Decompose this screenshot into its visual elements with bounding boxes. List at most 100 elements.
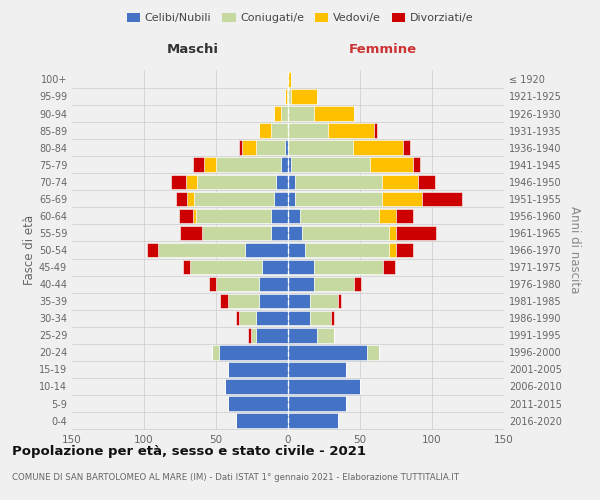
Bar (413, 158, 421, 172)
Bar (338, 294, 341, 308)
Bar (288, 226, 302, 240)
Bar (277, 174, 288, 189)
Bar (281, 106, 288, 121)
Bar (224, 379, 288, 394)
Bar (328, 124, 374, 138)
Bar (389, 226, 396, 240)
Bar (256, 140, 285, 155)
Bar (212, 345, 219, 360)
Bar (196, 208, 271, 223)
Bar (288, 379, 360, 394)
Bar (227, 396, 288, 411)
Bar (288, 362, 346, 376)
Bar (396, 226, 436, 240)
Bar (396, 242, 413, 258)
Bar (202, 226, 271, 240)
Bar (259, 294, 288, 308)
Text: Popolazione per età, sesso e stato civile - 2021: Popolazione per età, sesso e stato civil… (12, 445, 366, 458)
Bar (205, 158, 216, 172)
Bar (288, 414, 338, 428)
Bar (172, 174, 186, 189)
Bar (186, 174, 197, 189)
Bar (190, 260, 262, 274)
Bar (288, 208, 299, 223)
Bar (288, 294, 310, 308)
Bar (288, 140, 353, 155)
Bar (248, 328, 251, 342)
Bar (310, 294, 338, 308)
Bar (310, 311, 331, 326)
Bar (180, 226, 202, 240)
Bar (271, 226, 288, 240)
Bar (216, 277, 259, 291)
Bar (291, 89, 317, 104)
Bar (242, 140, 256, 155)
Bar (271, 208, 288, 223)
Bar (256, 328, 288, 342)
Bar (262, 260, 288, 274)
Bar (288, 174, 295, 189)
Bar (396, 208, 413, 223)
Bar (187, 192, 194, 206)
Legend: Celibi/Nubili, Coniugati/e, Vedovi/e, Divorziati/e: Celibi/Nubili, Coniugati/e, Vedovi/e, Di… (122, 8, 478, 28)
Bar (147, 242, 158, 258)
Bar (274, 192, 288, 206)
Bar (288, 158, 291, 172)
Bar (288, 124, 328, 138)
Bar (197, 174, 277, 189)
Bar (305, 242, 389, 258)
Bar (274, 106, 281, 121)
Bar (389, 242, 396, 258)
Bar (193, 158, 205, 172)
Bar (251, 328, 256, 342)
Bar (295, 192, 382, 206)
Bar (288, 260, 314, 274)
Bar (176, 192, 187, 206)
Bar (299, 208, 379, 223)
Bar (367, 345, 379, 360)
Bar (259, 277, 288, 291)
Text: COMUNE DI SAN BARTOLOMEO AL MARE (IM) - Dati ISTAT 1° gennaio 2021 - Elaborazion: COMUNE DI SAN BARTOLOMEO AL MARE (IM) - … (12, 473, 459, 482)
Bar (227, 294, 259, 308)
Bar (314, 106, 354, 121)
Bar (259, 124, 271, 138)
Bar (285, 140, 288, 155)
Bar (382, 192, 422, 206)
Bar (227, 362, 288, 376)
Bar (209, 277, 216, 291)
Bar (193, 208, 196, 223)
Bar (314, 260, 383, 274)
Bar (353, 140, 403, 155)
Bar (314, 277, 354, 291)
Bar (317, 328, 334, 342)
Y-axis label: Anni di nascita: Anni di nascita (568, 206, 581, 294)
Bar (158, 242, 245, 258)
Bar (288, 242, 305, 258)
Bar (379, 208, 396, 223)
Bar (288, 311, 310, 326)
Bar (288, 396, 346, 411)
Bar (374, 124, 377, 138)
Text: Femmine: Femmine (349, 42, 417, 56)
Bar (179, 208, 193, 223)
Bar (288, 192, 295, 206)
Bar (288, 89, 291, 104)
Bar (183, 260, 190, 274)
Bar (331, 311, 334, 326)
Bar (383, 260, 395, 274)
Bar (288, 72, 291, 86)
Bar (288, 106, 314, 121)
Text: Maschi: Maschi (167, 42, 219, 56)
Bar (285, 89, 287, 104)
Bar (219, 345, 288, 360)
Bar (291, 158, 370, 172)
Bar (236, 414, 288, 428)
Bar (288, 328, 317, 342)
Bar (256, 311, 288, 326)
Bar (245, 242, 288, 258)
Bar (422, 192, 462, 206)
Bar (216, 158, 281, 172)
Bar (418, 174, 435, 189)
Bar (271, 124, 288, 138)
Y-axis label: Fasce di età: Fasce di età (23, 215, 36, 285)
